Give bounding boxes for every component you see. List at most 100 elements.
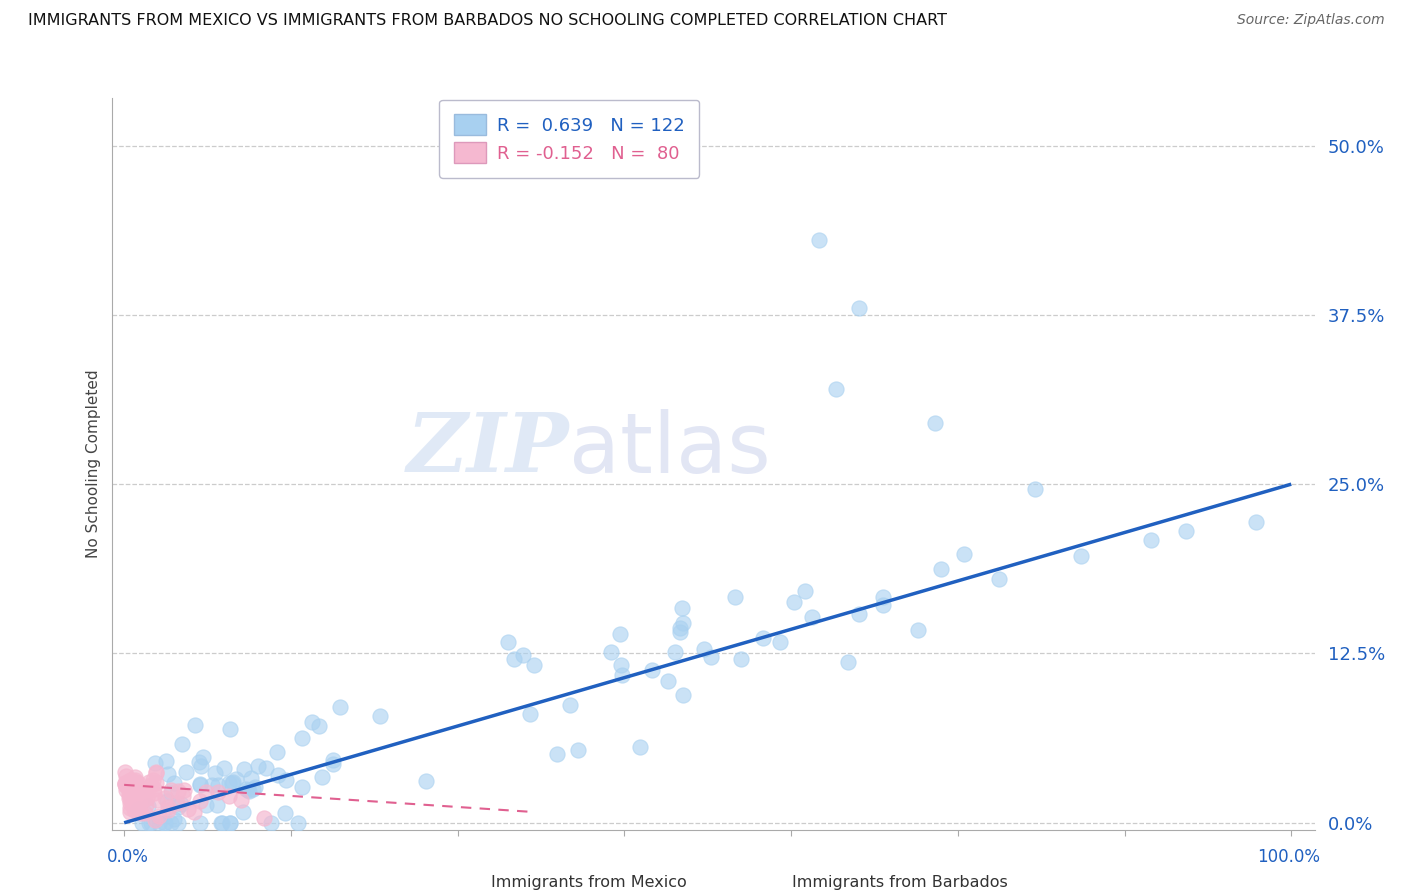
Point [751, 631, 773, 645]
Point [194, 785, 217, 799]
Point [124, 780, 146, 794]
Point [115, 776, 138, 790]
Point [174, 764, 197, 779]
Point [127, 782, 149, 797]
Point [172, 789, 194, 804]
Point [322, 754, 344, 768]
Point [907, 623, 929, 637]
Point [157, 803, 180, 817]
Point [145, 766, 167, 780]
Point [672, 688, 695, 702]
Point [219, 815, 242, 830]
Point [167, 784, 190, 798]
Point [793, 583, 815, 598]
Point [128, 789, 150, 804]
Point [218, 723, 240, 737]
Point [160, 783, 183, 797]
Point [628, 739, 651, 754]
Point [188, 794, 211, 808]
Point [121, 789, 143, 804]
Point [188, 778, 211, 792]
Point [769, 635, 792, 649]
Point [782, 594, 804, 608]
Point [640, 663, 662, 677]
Point [115, 777, 138, 791]
Point [287, 815, 309, 830]
Point [118, 805, 141, 820]
Point [519, 707, 541, 722]
Point [512, 648, 534, 662]
Point [131, 815, 153, 830]
Text: Source: ZipAtlas.com: Source: ZipAtlas.com [1237, 13, 1385, 28]
Point [308, 719, 330, 733]
Point [118, 800, 141, 814]
Point [201, 778, 224, 792]
Point [924, 416, 946, 430]
Point [225, 772, 247, 786]
Point [953, 547, 976, 561]
Point [190, 777, 212, 791]
Text: IMMIGRANTS FROM MEXICO VS IMMIGRANTS FROM BARBADOS NO SCHOOLING COMPLETED CORREL: IMMIGRANTS FROM MEXICO VS IMMIGRANTS FRO… [28, 13, 948, 29]
Point [825, 382, 848, 396]
Text: ZIP: ZIP [406, 409, 569, 489]
Point [267, 768, 290, 782]
Point [1024, 482, 1046, 496]
Point [311, 770, 333, 784]
Point [114, 768, 136, 782]
Point [238, 784, 260, 798]
Point [115, 778, 138, 792]
Point [1070, 549, 1092, 563]
Point [610, 657, 633, 672]
Point [132, 792, 155, 806]
Point [120, 772, 142, 787]
Point [205, 798, 228, 813]
Legend: R =  0.639   N = 122, R = -0.152   N =  80: R = 0.639 N = 122, R = -0.152 N = 80 [439, 100, 699, 178]
Point [128, 785, 150, 799]
Point [183, 718, 205, 732]
Point [145, 776, 167, 790]
Point [127, 776, 149, 790]
Point [177, 801, 200, 815]
Point [546, 747, 568, 761]
Point [204, 765, 226, 780]
Point [163, 812, 186, 826]
Point [700, 650, 723, 665]
Point [134, 786, 156, 800]
Point [153, 790, 176, 805]
Point [114, 776, 136, 790]
Point [693, 641, 716, 656]
Point [242, 782, 264, 797]
Point [163, 776, 186, 790]
Point [502, 652, 524, 666]
Point [131, 781, 153, 796]
Point [322, 756, 344, 771]
Point [146, 793, 169, 807]
Point [120, 791, 142, 805]
Point [124, 770, 146, 784]
Point [872, 599, 894, 613]
Point [239, 771, 262, 785]
Point [253, 811, 276, 825]
Point [127, 788, 149, 802]
Point [872, 590, 894, 604]
Point [132, 786, 155, 800]
Point [143, 756, 166, 770]
Point [233, 762, 256, 776]
Point [129, 805, 152, 820]
Point [211, 815, 233, 830]
Point [129, 785, 152, 799]
Point [118, 796, 141, 810]
Point [125, 803, 148, 817]
Point [560, 698, 582, 712]
Point [114, 777, 136, 791]
Point [118, 789, 141, 804]
Point [988, 572, 1011, 586]
Point [609, 626, 631, 640]
Y-axis label: No Schooling Completed: No Schooling Completed [86, 369, 101, 558]
Point [218, 776, 240, 790]
Point [188, 815, 211, 830]
Point [127, 802, 149, 816]
Point [183, 805, 205, 820]
Point [523, 657, 546, 672]
Point [218, 789, 240, 803]
